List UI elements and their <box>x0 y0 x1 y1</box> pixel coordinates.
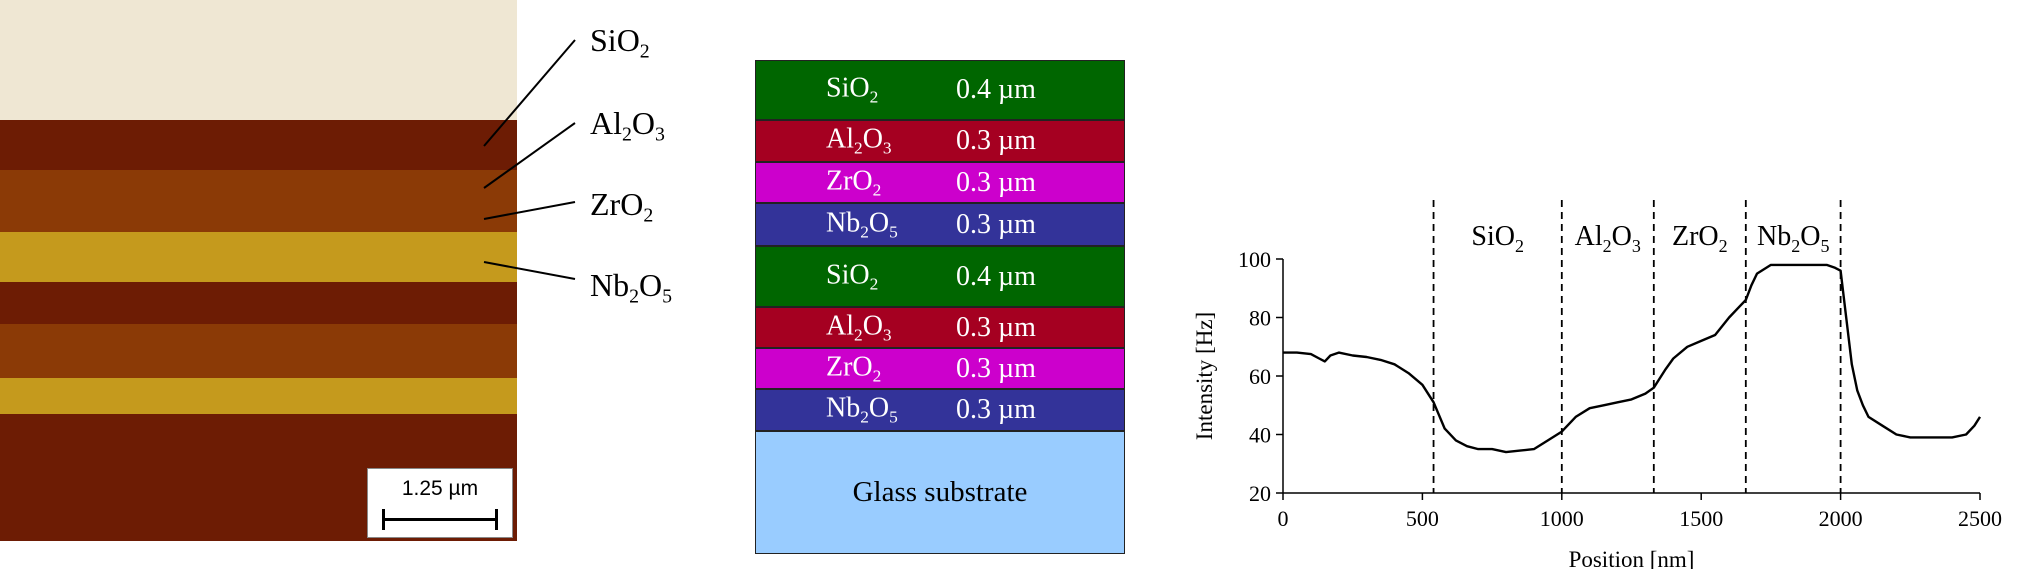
micrograph-band <box>0 282 517 324</box>
material-text: O <box>868 207 890 239</box>
micrograph-band <box>0 414 517 467</box>
material-subscript: 2 <box>872 365 882 385</box>
stack-layer-material: Al2O3 <box>826 124 892 159</box>
micrograph-band <box>0 324 517 378</box>
substrate-label: Glass substrate <box>852 476 1028 508</box>
y-tick-label: 40 <box>1249 423 1271 448</box>
label-sio2: SiO2 <box>590 22 650 63</box>
region-label: Al2O3 <box>1575 221 1641 256</box>
stack-layer: Al2O3 0.3 µm <box>755 307 1125 348</box>
micrograph-band <box>0 120 517 170</box>
micrograph-band <box>0 232 517 282</box>
material-subscript: 2 <box>860 221 869 241</box>
intensity-series-line <box>1283 263 1982 454</box>
stack-layer: SiO2 0.4 µm <box>755 60 1125 120</box>
x-tick-label: 2500 <box>1958 506 2002 531</box>
label-nb2o5: Nb2O5 <box>590 267 673 308</box>
stack-layer-material: SiO2 <box>826 73 878 108</box>
x-axis-title: Position [nm] <box>1569 547 1695 569</box>
material-subscript: 2 <box>860 407 869 427</box>
glass-substrate: Glass substrate <box>755 431 1125 554</box>
x-tick-label: 2000 <box>1819 506 1863 531</box>
leader-line-zro2 <box>483 201 576 220</box>
x-tick-label: 1000 <box>1540 506 1584 531</box>
micrograph-shading <box>0 0 517 541</box>
x-tick-label: 0 <box>1278 506 1289 531</box>
stack-layer: Nb2O5 0.3 µm <box>755 203 1125 246</box>
stack-layer-thickness: 0.3 µm <box>956 311 1036 343</box>
stack-layer: Al2O3 0.3 µm <box>755 120 1125 162</box>
material-subscript: 2 <box>869 87 879 107</box>
leader-line-nb2o5 <box>483 261 576 280</box>
stack-layer-thickness: 0.4 µm <box>956 74 1036 105</box>
material-text: Al <box>826 310 854 342</box>
scale-bar-label: 1.25 µm <box>401 477 479 500</box>
stack-layer-material: SiO2 <box>826 259 878 294</box>
stack-layer-material: ZrO2 <box>826 165 881 200</box>
material-text: Al <box>826 123 854 155</box>
material-subscript: 3 <box>882 324 892 344</box>
y-axis-title: Intensity [Hz] <box>1192 312 1217 440</box>
label-al2o3: Al2O3 <box>590 105 665 146</box>
stack-layer-thickness: 0.3 µm <box>956 208 1036 240</box>
stack-layer: SiO2 0.4 µm <box>755 246 1125 307</box>
material-subscript: 2 <box>872 179 882 199</box>
leader-line-al2o3 <box>483 122 576 189</box>
material-subscript: 5 <box>889 407 898 427</box>
micrograph-band <box>0 0 517 120</box>
stack-layer-material: Nb2O5 <box>826 207 898 242</box>
material-text: ZrO <box>826 165 873 197</box>
stack-layer-material: Nb2O5 <box>826 393 898 428</box>
material-text: Nb <box>826 207 861 239</box>
region-label: Nb2O5 <box>1757 221 1829 256</box>
afm-micrograph <box>0 0 517 541</box>
region-label: SiO2 <box>1471 221 1524 256</box>
material-text: O <box>868 392 890 424</box>
micrograph-band <box>0 170 517 232</box>
material-subscript: 2 <box>854 324 863 344</box>
stack-layer: ZrO2 0.3 µm <box>755 162 1125 203</box>
material-text: Nb <box>826 392 861 424</box>
material-text: O <box>862 123 883 155</box>
y-tick-label: 20 <box>1249 481 1271 506</box>
stack-layer-thickness: 0.3 µm <box>956 394 1036 425</box>
stack-layer: Nb2O5 0.3 µm <box>755 389 1125 431</box>
stack-layer: ZrO2 0.3 µm <box>755 348 1125 389</box>
scale-bar-left-tick <box>382 509 385 530</box>
x-tick-label: 500 <box>1406 506 1439 531</box>
stack-layer-thickness: 0.3 µm <box>956 125 1036 156</box>
y-tick-label: 80 <box>1249 306 1271 331</box>
material-text: O <box>862 310 883 342</box>
material-subscript: 3 <box>882 138 892 158</box>
material-subscript: 2 <box>869 273 879 293</box>
region-label: ZrO2 <box>1672 221 1728 256</box>
material-text: SiO <box>826 72 870 104</box>
material-subscript: 2 <box>854 138 863 158</box>
material-subscript: 5 <box>889 221 898 241</box>
stack-layer-material: Al2O3 <box>826 310 892 345</box>
stack-layer-thickness: 0.3 µm <box>956 166 1036 198</box>
label-zro2: ZrO2 <box>590 186 654 227</box>
scale-bar-line <box>382 518 498 521</box>
scale-bar-right-tick <box>495 509 498 530</box>
material-text: SiO <box>826 259 870 291</box>
y-tick-label: 100 <box>1238 247 1271 272</box>
x-tick-label: 1500 <box>1679 506 1723 531</box>
stack-layer-thickness: 0.4 µm <box>956 260 1036 292</box>
leader-line-sio2 <box>483 39 576 147</box>
y-tick-label: 60 <box>1249 364 1271 389</box>
stack-layer-material: ZrO2 <box>826 351 881 386</box>
scale-bar: 1.25 µm <box>367 468 513 538</box>
material-text: ZrO <box>826 351 873 383</box>
micrograph-band <box>0 378 517 414</box>
stack-layer-thickness: 0.3 µm <box>956 352 1036 384</box>
